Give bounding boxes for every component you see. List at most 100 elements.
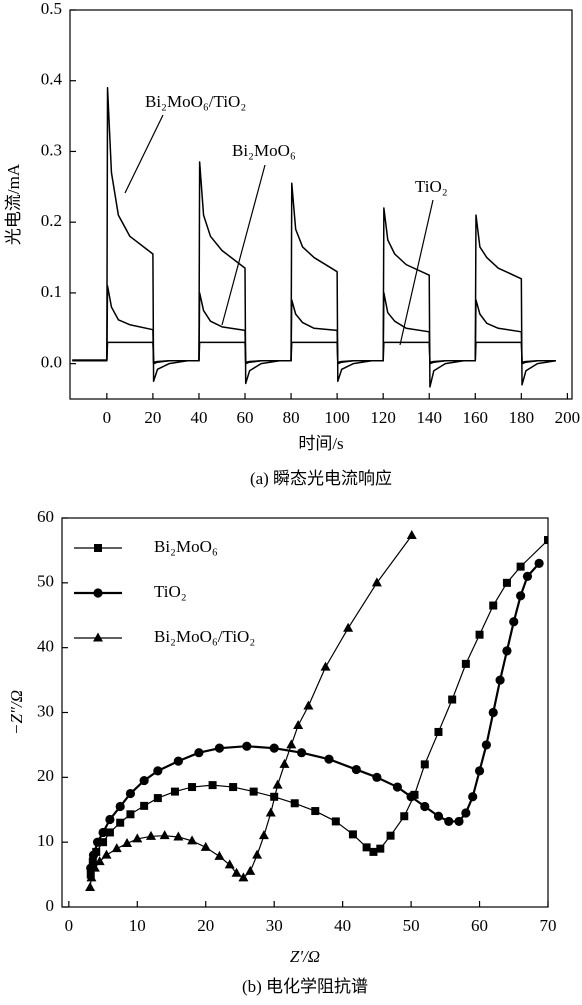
triangle-marker bbox=[94, 856, 105, 866]
circle-marker bbox=[92, 837, 103, 847]
x-tick-label: 180 bbox=[509, 408, 535, 427]
x-tick-label: 160 bbox=[463, 408, 489, 427]
plot-area bbox=[85, 530, 548, 892]
triangle-marker bbox=[101, 849, 112, 859]
triangle-marker bbox=[93, 632, 103, 642]
caption: (b) 电化学阻抗谱 bbox=[242, 977, 368, 996]
series-line bbox=[90, 539, 548, 875]
square-marker bbox=[105, 828, 114, 837]
series-line bbox=[72, 285, 556, 365]
triangle-marker bbox=[86, 872, 97, 882]
x-tick-label: 10 bbox=[129, 916, 146, 935]
series-line bbox=[89, 562, 540, 869]
triangle-marker bbox=[245, 865, 256, 875]
square-marker bbox=[249, 787, 258, 796]
y-tick-label: 0.3 bbox=[41, 140, 62, 159]
square-marker bbox=[188, 783, 197, 792]
circle-marker bbox=[406, 792, 416, 802]
x-tick-label: 30 bbox=[266, 916, 283, 935]
square-marker bbox=[94, 544, 102, 552]
circle-marker bbox=[481, 740, 491, 750]
caption: (a) 瞬态光电流响应 bbox=[250, 469, 392, 488]
circle-marker bbox=[495, 675, 505, 685]
triangle-marker bbox=[252, 849, 263, 859]
circle-marker bbox=[468, 792, 478, 802]
square-marker bbox=[369, 847, 378, 856]
plot-area bbox=[72, 87, 556, 388]
circle-marker bbox=[139, 775, 149, 786]
triangle-marker bbox=[265, 807, 276, 817]
circle-marker bbox=[420, 801, 430, 812]
circle-marker bbox=[509, 617, 519, 627]
triangle-marker bbox=[293, 719, 304, 729]
triangle-marker bbox=[159, 830, 170, 840]
square-marker bbox=[502, 578, 511, 587]
circle-marker bbox=[105, 814, 115, 825]
triangle-marker bbox=[231, 867, 242, 877]
series-label: TiO₂ bbox=[415, 177, 448, 196]
square-marker bbox=[126, 810, 135, 819]
circle-marker bbox=[516, 591, 526, 601]
square-marker bbox=[140, 801, 149, 810]
series-line bbox=[89, 535, 413, 888]
circle-marker bbox=[93, 588, 103, 598]
square-marker bbox=[208, 781, 217, 790]
triangle-marker bbox=[406, 530, 417, 540]
triangle-marker bbox=[320, 661, 331, 671]
circle-marker bbox=[98, 827, 108, 838]
square-marker bbox=[99, 838, 108, 847]
x-tick-label: 120 bbox=[370, 408, 396, 427]
circle-marker bbox=[296, 748, 307, 758]
series-label: Bi₂MoO₆ bbox=[232, 141, 296, 160]
x-tick-label: 140 bbox=[416, 408, 442, 427]
y-tick-label: 0 bbox=[46, 896, 55, 915]
circle-marker bbox=[461, 808, 471, 818]
circle-marker bbox=[372, 772, 382, 782]
triangle-marker bbox=[173, 831, 184, 841]
circle-marker bbox=[125, 788, 136, 799]
square-marker bbox=[434, 727, 443, 736]
y-tick-label: 20 bbox=[37, 766, 54, 785]
triangle-marker bbox=[258, 830, 269, 840]
square-marker bbox=[362, 843, 371, 852]
leader-line bbox=[221, 164, 266, 326]
square-marker bbox=[516, 562, 525, 571]
square-marker bbox=[386, 831, 395, 840]
x-axis-label: 时间/s bbox=[298, 434, 343, 453]
square-marker bbox=[448, 695, 457, 704]
triangle-marker bbox=[122, 837, 133, 847]
series-label: Bi₂MoO₆/TiO₂ bbox=[145, 92, 246, 111]
square-marker bbox=[400, 812, 409, 821]
y-tick-label: 60 bbox=[37, 507, 54, 526]
y-tick-label: 0.0 bbox=[41, 353, 62, 372]
triangle-marker bbox=[224, 859, 235, 869]
square-marker bbox=[544, 536, 548, 545]
triangle-marker bbox=[272, 779, 283, 789]
triangle-marker bbox=[85, 882, 96, 892]
legend-label: Bi₂MoO₆/TiO₂ bbox=[154, 627, 255, 646]
square-marker bbox=[170, 787, 179, 796]
y-tick-label: 0.1 bbox=[41, 282, 62, 301]
y-tick-label: 0.2 bbox=[41, 211, 62, 230]
x-tick-label: 60 bbox=[237, 408, 254, 427]
triangle-marker bbox=[89, 862, 100, 872]
square-marker bbox=[461, 659, 470, 668]
x-tick-label: 40 bbox=[190, 408, 207, 427]
square-marker bbox=[376, 844, 385, 853]
circle-marker bbox=[214, 743, 225, 753]
triangle-marker bbox=[187, 835, 198, 845]
circle-marker bbox=[269, 743, 279, 753]
square-marker bbox=[489, 601, 498, 610]
x-tick-label: 70 bbox=[540, 916, 557, 935]
circle-marker bbox=[444, 816, 454, 827]
circle-marker bbox=[474, 766, 485, 776]
x-tick-label: 20 bbox=[144, 408, 161, 427]
leader-line bbox=[124, 114, 164, 194]
square-marker bbox=[331, 817, 340, 826]
y-axis-label: 光电流/mA bbox=[4, 163, 23, 245]
x-tick-label: 0 bbox=[103, 408, 112, 427]
x-tick-label: 20 bbox=[197, 916, 214, 935]
triangle-marker bbox=[132, 833, 143, 843]
circle-marker bbox=[324, 754, 334, 764]
triangle-marker bbox=[145, 830, 156, 840]
